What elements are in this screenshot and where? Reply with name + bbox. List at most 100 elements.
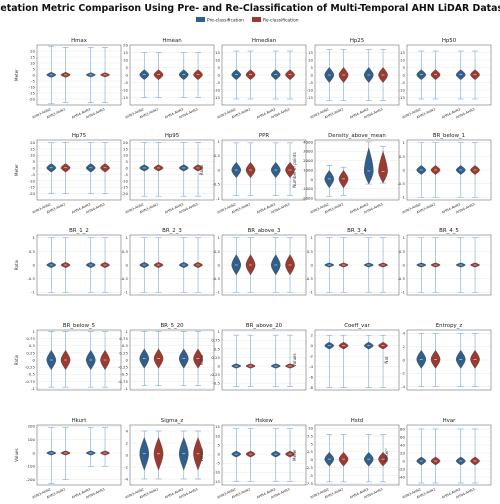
violin-re <box>153 430 164 480</box>
legend-label-re: Re-classification <box>263 18 299 24</box>
y-tick-label: -10 <box>214 87 221 92</box>
y-tick-label: -5 <box>216 461 220 466</box>
plot-frame <box>129 234 215 296</box>
violin-pre <box>416 142 427 198</box>
y-tick-label: 0 <box>311 72 314 77</box>
y-tick-label: -10 <box>122 178 129 183</box>
y-tick-label: 2.5 <box>307 449 314 454</box>
violin-pre <box>86 237 96 293</box>
panel-hvar: Hvar-40-20020406080Meter²AHN3-AHN2AHN3-A… <box>384 418 492 499</box>
violin-re <box>430 333 441 387</box>
y-tick-label: 10 <box>123 57 128 62</box>
violin-pre <box>231 334 242 387</box>
y-tick-label: 1 <box>218 235 221 240</box>
violin-re <box>338 166 349 196</box>
violin-re <box>285 50 295 100</box>
y-tick-label: -5 <box>124 172 128 177</box>
violin-pre <box>271 50 281 100</box>
y-tick-label: 5 <box>311 441 314 446</box>
plot-frame <box>314 234 400 296</box>
panel-title: Entropy_z <box>436 323 463 329</box>
violin-pre <box>271 142 281 197</box>
violin-pre <box>456 333 466 387</box>
y-tick-label: 4000 <box>303 139 313 144</box>
violin-re <box>378 146 388 184</box>
y-tick-label: -0.75 <box>118 379 129 384</box>
violin-re <box>193 331 203 387</box>
y-tick-label: 15 <box>30 54 35 59</box>
violin-re <box>100 427 110 467</box>
legend: Pre-classification Re-classification <box>196 17 299 24</box>
y-tick-label: 3000 <box>303 149 313 154</box>
panel-title: Hmax <box>71 38 88 44</box>
violin-re <box>470 428 480 484</box>
y-tick-label: -10 <box>29 84 36 89</box>
y-axis-label: Values <box>199 448 204 461</box>
violin-pre <box>364 434 374 483</box>
plot-frame <box>36 234 122 296</box>
y-tick-label: 0 <box>403 357 406 362</box>
y-tick-label: 1 <box>403 140 406 145</box>
panel-title: Sigma_z <box>161 418 184 424</box>
plot-frame <box>314 424 400 486</box>
violin-re <box>245 50 256 100</box>
plot-frame <box>129 44 215 106</box>
violin-re <box>378 334 388 388</box>
y-tick-label: 2 <box>403 344 406 349</box>
y-tick-label: 10 <box>215 433 220 438</box>
y-tick-label: -1 <box>309 290 313 295</box>
violin-re <box>100 331 110 388</box>
violin-re <box>245 237 256 293</box>
panel-br-above-20: BR_above_20 -0.5 -0.25 0 0.25 0.5 0.75 1 Ratio <box>199 323 307 391</box>
y-tick-label: -5 <box>309 80 313 85</box>
y-tick-label: 20 <box>400 450 405 455</box>
violin-pre <box>179 52 189 98</box>
violin-pre <box>139 237 150 293</box>
panel-title: Hmean <box>162 38 181 44</box>
y-tick-label: -1 <box>124 290 128 295</box>
violin-re <box>60 47 71 103</box>
y-tick-label: 0 <box>218 363 221 368</box>
panel-title: Coeff_var <box>344 323 370 329</box>
violin-pre <box>456 237 466 293</box>
y-axis-label: Meter² <box>384 448 389 462</box>
y-tick-label: 20 <box>123 42 128 47</box>
y-tick-label: -5 <box>31 78 35 83</box>
y-tick-label: -0.5 <box>212 182 220 187</box>
y-tick-label: 0.5 <box>307 249 314 254</box>
panel-title: Hskew <box>255 418 273 424</box>
legend-label-pre: Pre-classification <box>207 18 244 24</box>
violin-body <box>245 254 256 276</box>
violin-re <box>60 142 71 194</box>
panel-br-1-2: BR_1_2 -1 -0.5 0 0.5 1 Ratio <box>14 228 122 296</box>
violin-pre <box>179 237 189 293</box>
y-tick-label: 0 <box>33 357 36 362</box>
y-tick-label: -2 <box>309 353 313 358</box>
plot-frame <box>314 44 400 106</box>
y-tick-label: -0.75 <box>25 379 36 384</box>
plot-frame <box>406 234 492 296</box>
y-tick-label: -100 <box>26 464 35 469</box>
violin-pre <box>231 142 242 197</box>
panel-title: BR_1_2 <box>69 228 89 234</box>
violin-pre <box>416 50 427 100</box>
violin-re <box>245 334 256 387</box>
violin-pre <box>324 434 335 483</box>
panel-br-5-20: BR_5_20 -1 -0.75 -0.5 -0.25 0 0.25 0.5 0.75 1 <box>118 323 215 391</box>
y-tick-label: -1 <box>401 195 405 200</box>
y-tick-label: 2 <box>311 333 314 338</box>
y-tick-label: 0 <box>218 451 221 456</box>
panel-hmax: Hmax-20-15-10-505101520MeterAHN3-AHN2AHN… <box>14 38 122 119</box>
panels: Hmax-20-15-10-505101520MeterAHN3-AHN2AHN… <box>14 38 492 499</box>
y-tick-label: 0.75 <box>119 336 128 341</box>
y-tick-label: -15 <box>29 90 36 95</box>
panel-title: Hvar <box>443 418 457 424</box>
y-tick-label: -2 <box>124 464 128 469</box>
violin-re <box>338 434 349 483</box>
violin-re <box>60 237 71 293</box>
violin-re <box>430 237 441 293</box>
violin-pre <box>364 237 374 293</box>
